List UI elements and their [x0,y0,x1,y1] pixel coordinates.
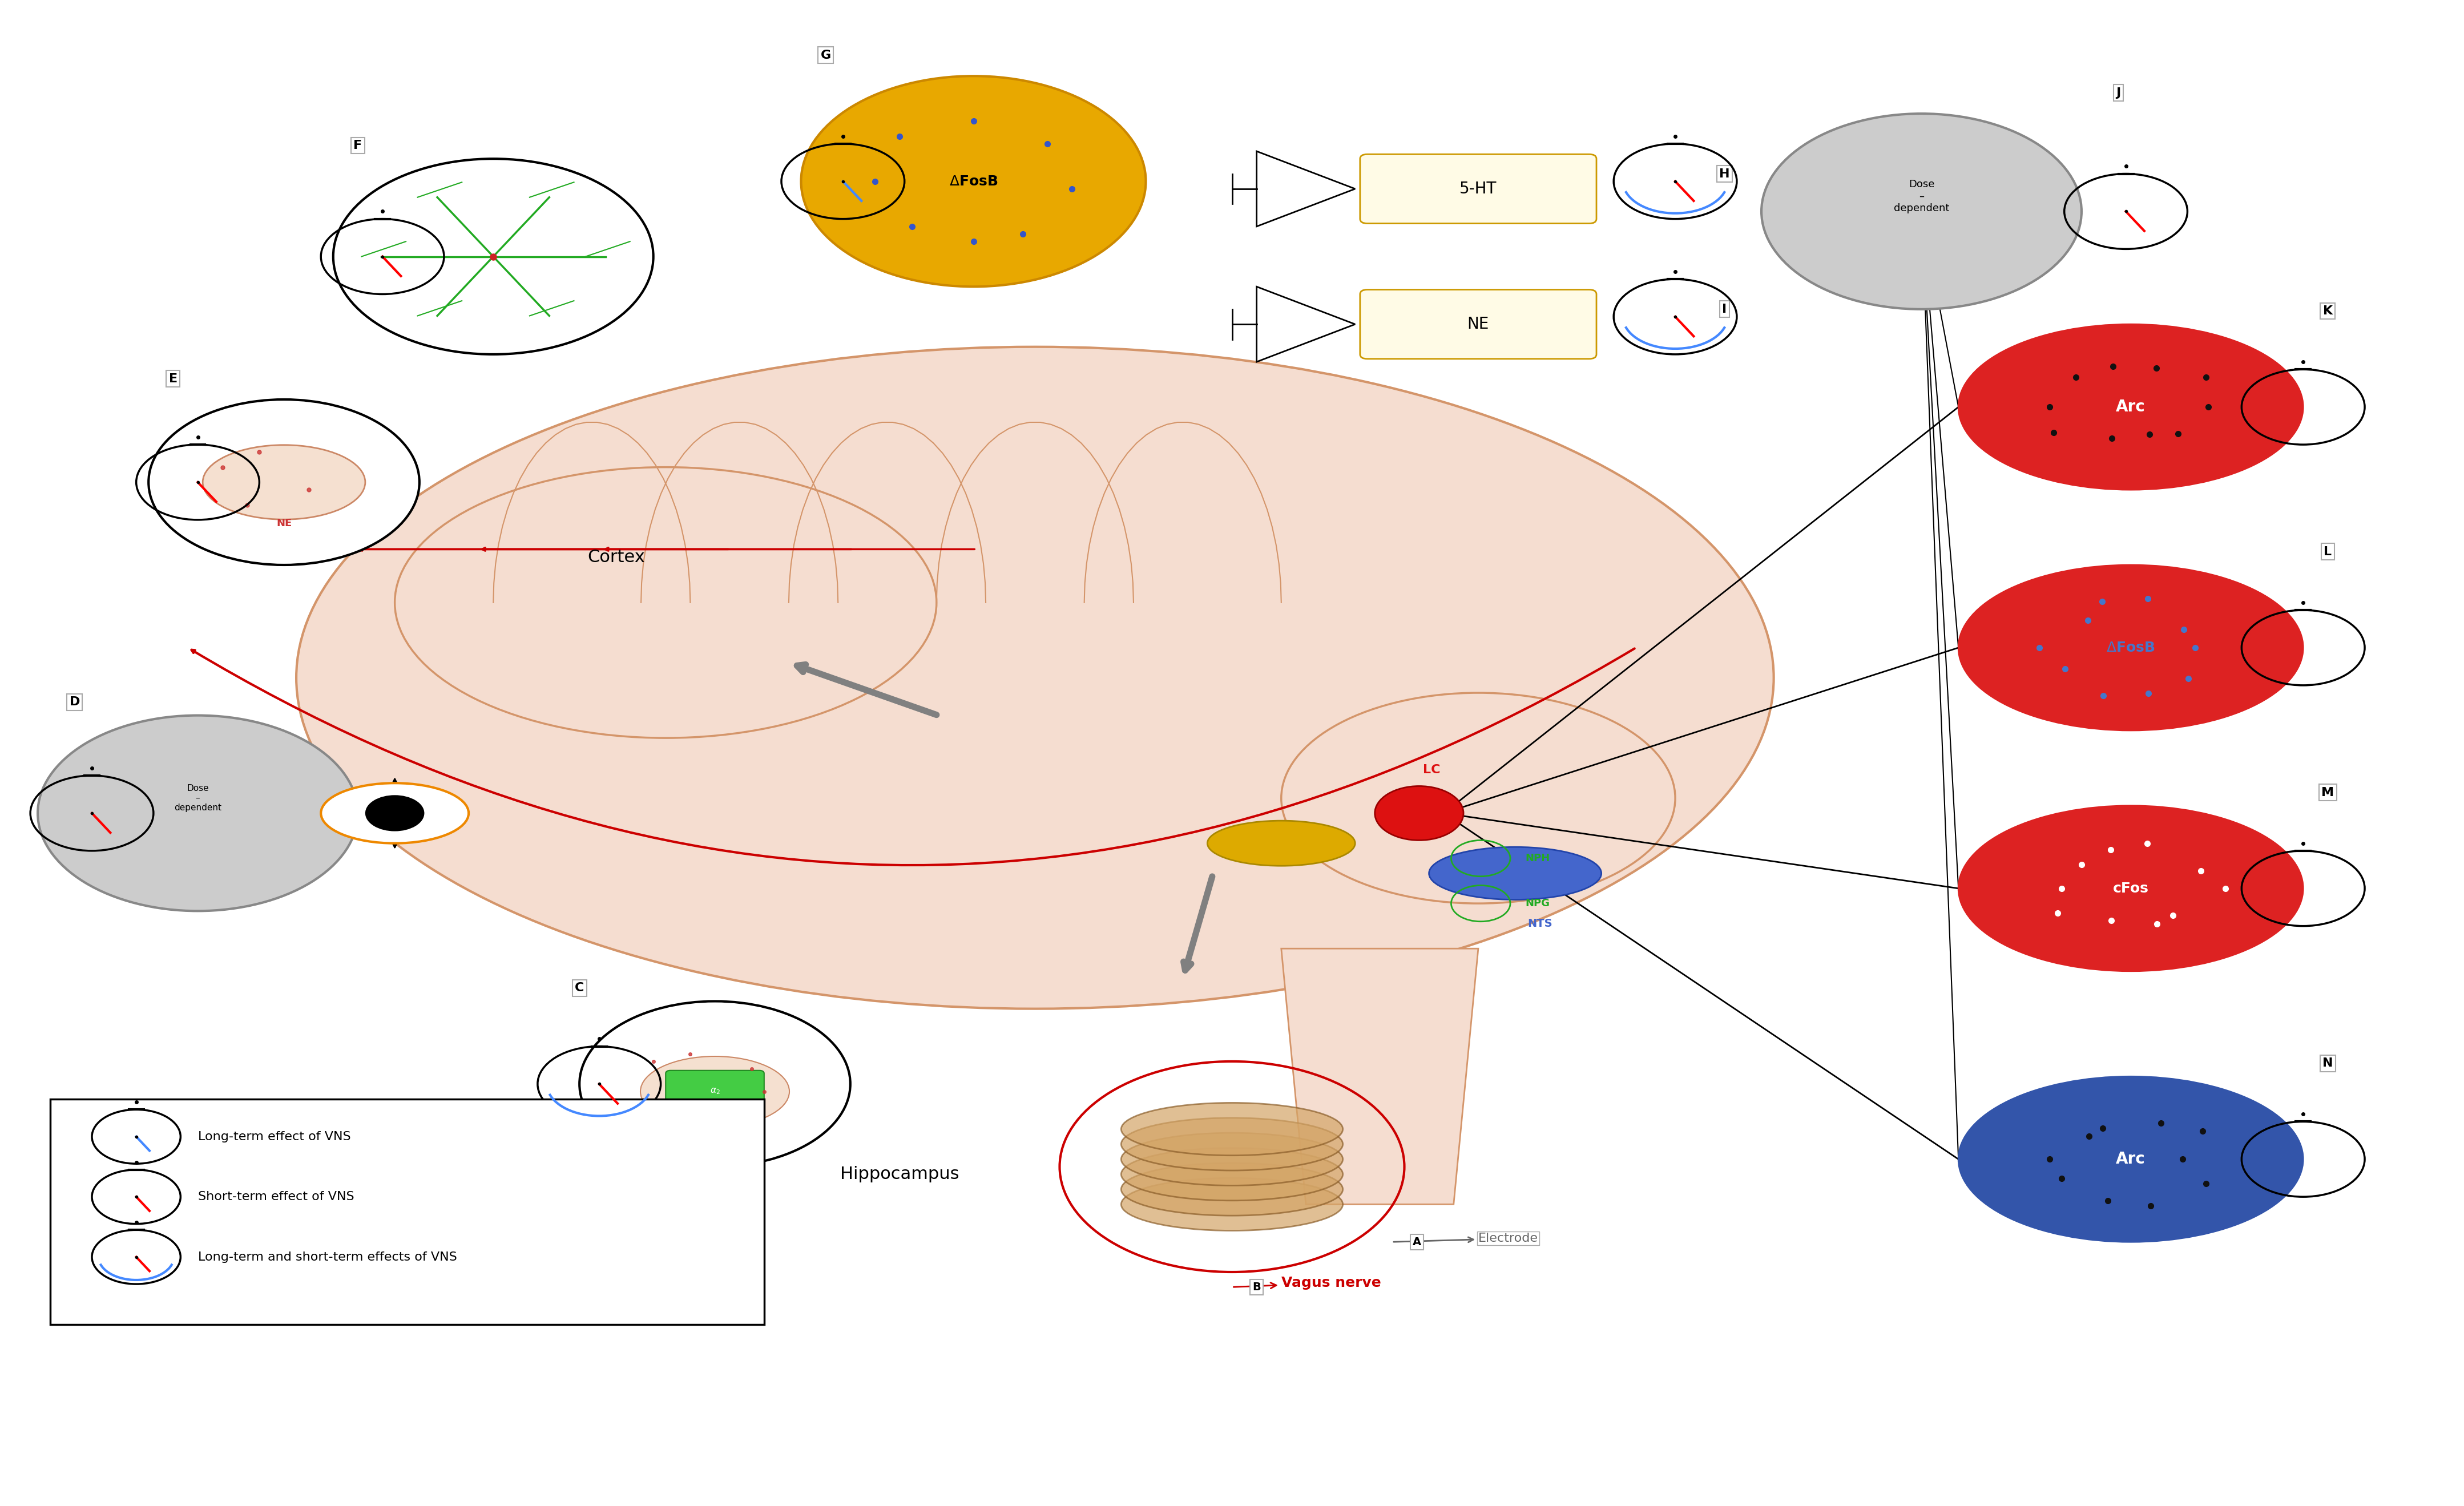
Text: Electrode: Electrode [1395,1233,1538,1244]
Text: M: M [2321,786,2333,798]
Text: H: H [1720,169,1730,179]
Text: Hippocampus: Hippocampus [840,1166,958,1182]
Ellipse shape [1121,1148,1343,1200]
Text: DRN: DRN [1244,837,1269,849]
Ellipse shape [641,1056,788,1126]
Text: $\alpha_2$: $\alpha_2$ [710,1087,719,1096]
Text: NPG: NPG [1525,898,1550,908]
Text: Arc: Arc [2117,1151,2146,1167]
Text: Short-term effect of VNS: Short-term effect of VNS [197,1191,355,1202]
Text: NTS: NTS [1528,919,1552,929]
Ellipse shape [320,783,468,843]
FancyBboxPatch shape [49,1099,764,1325]
Ellipse shape [1959,324,2304,489]
Ellipse shape [296,346,1774,1009]
Ellipse shape [1207,821,1355,866]
Circle shape [37,715,357,911]
Text: Arc: Arc [2117,399,2146,416]
Text: A: A [1412,1236,1422,1247]
Text: J: J [2117,87,2122,98]
Ellipse shape [1959,1077,2304,1242]
FancyBboxPatch shape [1360,154,1597,223]
Ellipse shape [202,444,365,520]
Text: K: K [2324,306,2333,316]
Text: D: D [69,696,79,708]
Circle shape [333,158,653,354]
Text: $\Delta$FosB: $\Delta$FosB [949,175,998,188]
Ellipse shape [1959,806,2304,971]
Ellipse shape [1121,1117,1343,1170]
Circle shape [365,795,424,831]
Text: NE: NE [1466,316,1488,333]
Text: Long-term effect of VNS: Long-term effect of VNS [197,1131,350,1143]
Text: cFos: cFos [2112,881,2149,895]
Text: B: B [1252,1282,1262,1292]
Ellipse shape [1281,693,1676,904]
Ellipse shape [1121,1163,1343,1215]
Text: E: E [170,373,177,384]
Ellipse shape [1429,846,1602,899]
FancyBboxPatch shape [665,1071,764,1110]
Ellipse shape [1121,1102,1343,1155]
Text: Dose
–
dependent: Dose – dependent [175,785,222,812]
Text: F: F [352,140,362,151]
Ellipse shape [1121,1178,1343,1230]
Text: N: N [2324,1057,2333,1069]
Ellipse shape [1959,565,2304,730]
Circle shape [1375,786,1464,840]
Text: G: G [821,50,830,60]
Text: LC: LC [1422,764,1439,776]
FancyBboxPatch shape [1360,289,1597,358]
Circle shape [801,75,1146,286]
Text: Vagus nerve: Vagus nerve [1234,1276,1380,1291]
Text: Long-term and short-term effects of VNS: Long-term and short-term effects of VNS [197,1251,456,1262]
Circle shape [579,1001,850,1167]
Polygon shape [1281,949,1478,1205]
Polygon shape [1257,151,1355,226]
Text: Dose
–
dependent: Dose – dependent [1895,179,1949,214]
Circle shape [1762,113,2082,309]
Text: I: I [1722,304,1727,315]
Ellipse shape [1121,1133,1343,1185]
Text: 5-HT: 5-HT [1459,181,1498,197]
Text: Cortex: Cortex [586,550,646,566]
Polygon shape [1257,286,1355,361]
Text: $\Delta$FosB: $\Delta$FosB [2107,642,2156,655]
Text: NE: NE [695,1184,710,1194]
Text: C: C [574,982,584,994]
Text: L: L [2324,547,2331,557]
Text: NE: NE [276,518,291,529]
Circle shape [148,399,419,565]
Text: NPH: NPH [1525,854,1550,863]
Ellipse shape [394,467,936,738]
